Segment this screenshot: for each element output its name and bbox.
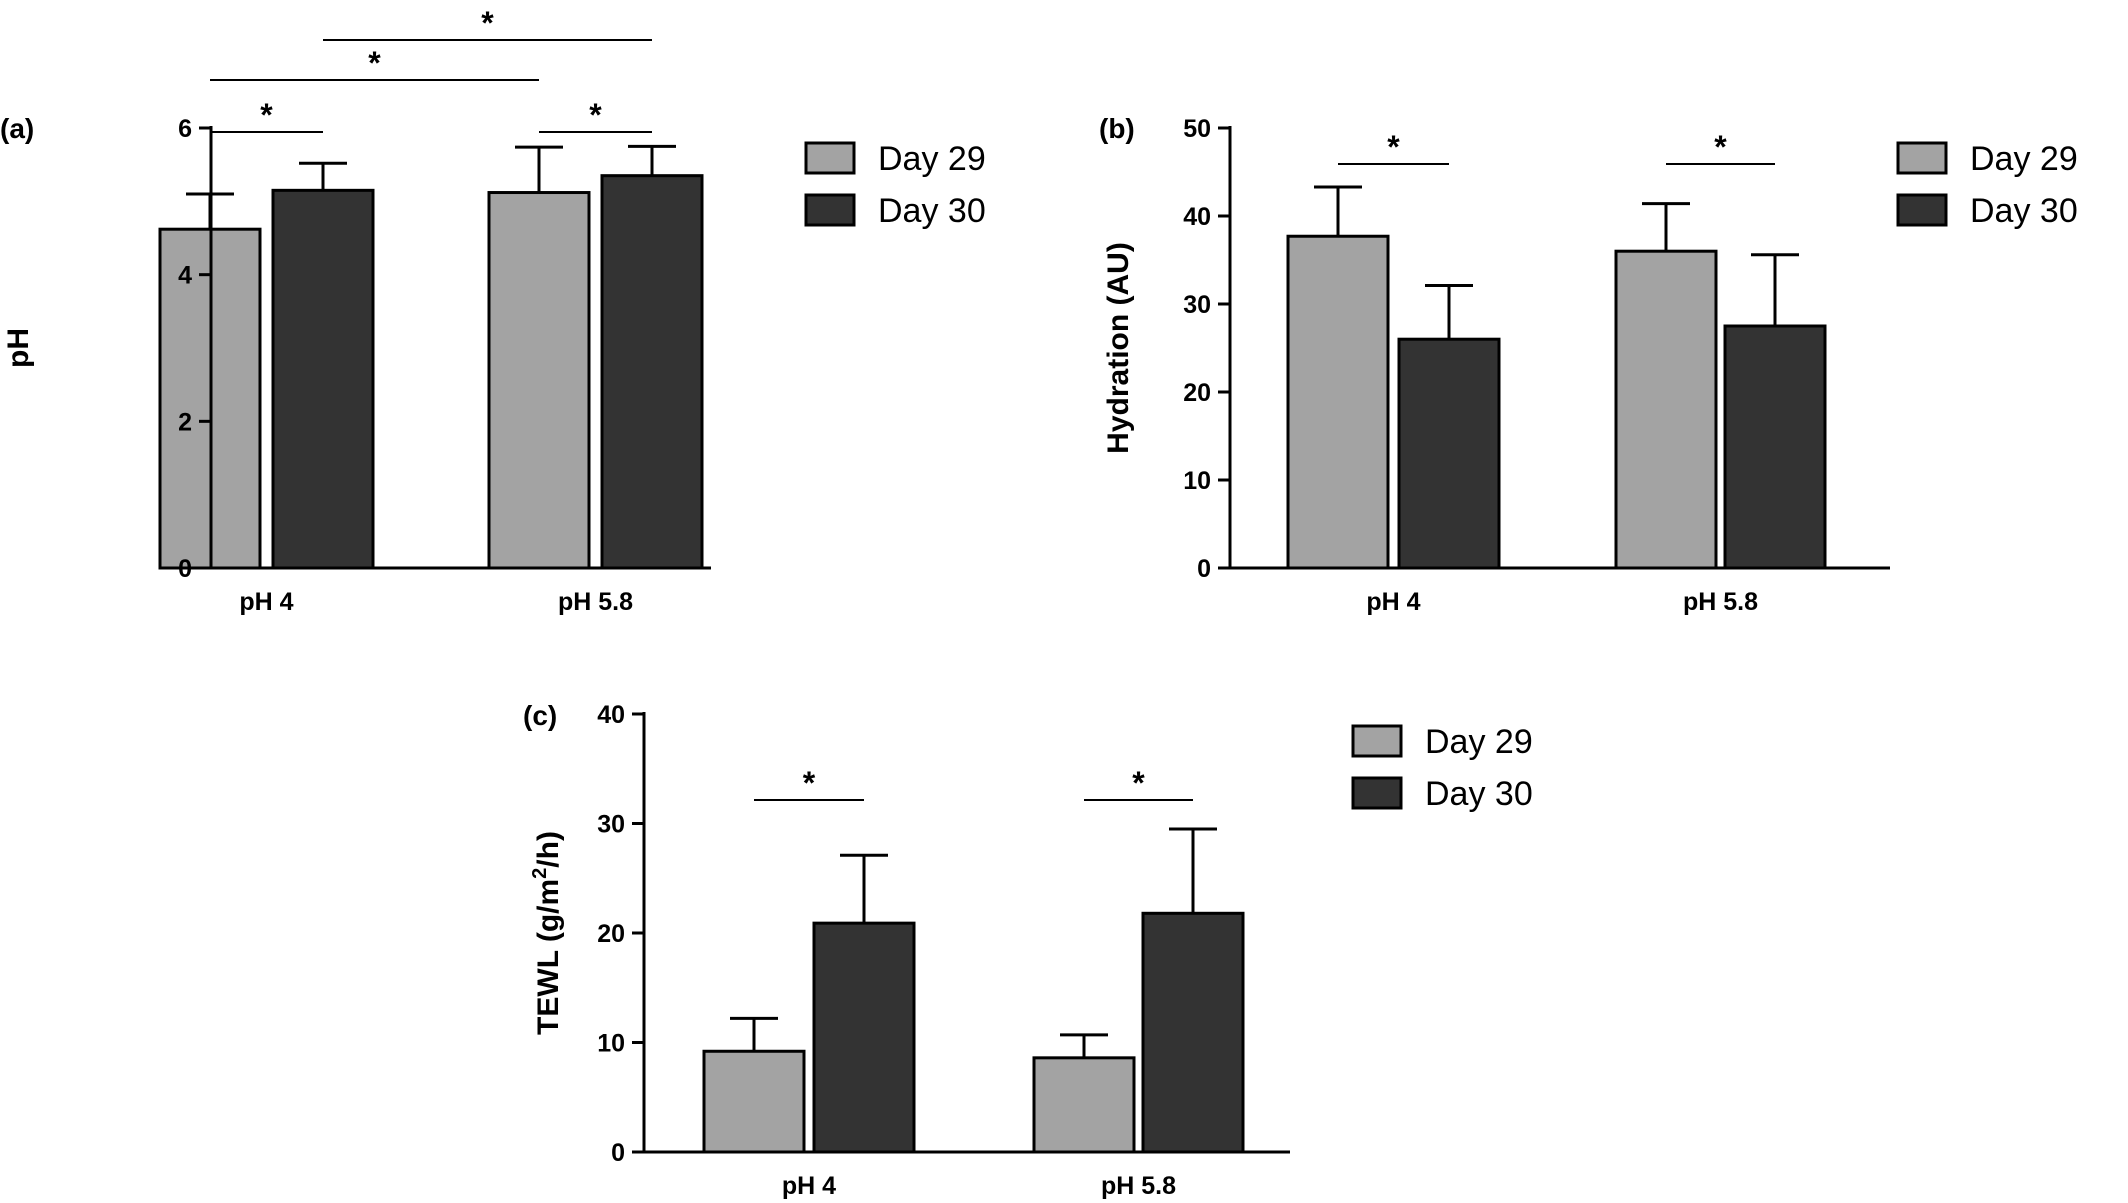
- x-category-label: pH 5.8: [558, 588, 633, 616]
- legend-swatch: [1351, 724, 1403, 758]
- y-tick-label: 4: [178, 262, 192, 290]
- legend-label: Day 29: [1970, 140, 2078, 178]
- bar-day-30-0: [1397, 337, 1501, 570]
- y-tick-label: 10: [1183, 467, 1211, 495]
- y-axis-label-superscript: 2: [529, 868, 551, 879]
- y-tick-label: 50: [1183, 115, 1211, 143]
- bar-day-29-0: [702, 1049, 806, 1154]
- x-category-label: pH 5.8: [1101, 1172, 1176, 1200]
- y-axis-label: TEWL (g/m2/h): [529, 831, 565, 1035]
- y-axis-label-part: TEWL (g/m: [532, 879, 565, 1035]
- x-category-label: pH 4: [1366, 588, 1420, 616]
- legend-swatch: [1351, 776, 1403, 810]
- x-category-label: pH 4: [239, 588, 293, 616]
- y-axis-label: Hydration (AU): [1102, 242, 1135, 454]
- significance-star: *: [1132, 765, 1145, 801]
- y-tick-label: 0: [1197, 555, 1211, 583]
- chart-panel-c: (c) TEWL (g/m2/h) 0 10 20 30 40 pH 4 pH 5.8 * * Day…: [523, 700, 1533, 1200]
- significance-star: *: [481, 5, 494, 41]
- y-tick-label: 2: [178, 408, 192, 436]
- legend-label: Day 30: [878, 192, 986, 230]
- chart-panel-b: (b) Hydration (AU) 0 10 20 30 40 50 pH 4 pH 5.8 * *…: [1099, 113, 2078, 616]
- significance-star: *: [1714, 129, 1727, 165]
- bar-day-30-0: [812, 921, 916, 1154]
- legend-label: Day 29: [878, 140, 986, 178]
- legend-swatch: [804, 193, 856, 227]
- bar-day-30-0: [271, 188, 375, 570]
- y-axis-label-part: /h): [532, 831, 565, 868]
- significance-star: *: [1387, 129, 1400, 165]
- legend-swatch: [1896, 141, 1948, 175]
- bar-day-30-1: [1141, 911, 1245, 1154]
- legend-label: Day 30: [1425, 775, 1533, 813]
- y-tick-label: 20: [1183, 379, 1211, 407]
- x-category-label: pH 5.8: [1683, 588, 1758, 616]
- significance-star: *: [589, 97, 602, 133]
- bar-day-29-1: [1614, 249, 1718, 570]
- y-tick-label: 20: [597, 920, 625, 948]
- legend-swatch: [804, 141, 856, 175]
- chart-panel-a: (a) pH 0 2 4 6 pH 4 pH 5.8 * * * * Day 29 Day 30: [0, 5, 986, 616]
- bar-day-30-1: [600, 174, 704, 570]
- panel-label: (b): [1099, 113, 1135, 144]
- y-tick-label: 40: [597, 701, 625, 729]
- bar-day-29-1: [1032, 1056, 1136, 1154]
- significance-star: *: [803, 765, 816, 801]
- bar-day-29-0: [1286, 234, 1390, 570]
- legend-swatch: [1896, 193, 1948, 227]
- legend-label: Day 29: [1425, 723, 1533, 761]
- panel-label: (c): [523, 700, 557, 731]
- y-axis-label: pH: [2, 328, 35, 368]
- y-tick-label: 0: [611, 1139, 625, 1167]
- panel-label: (a): [0, 113, 34, 144]
- significance-star: *: [260, 97, 273, 133]
- y-tick-label: 30: [597, 811, 625, 839]
- x-category-label: pH 4: [782, 1172, 836, 1200]
- bar-day-29-1: [487, 191, 591, 570]
- y-tick-label: 40: [1183, 203, 1211, 231]
- y-tick-label: 0: [178, 555, 192, 583]
- y-tick-label: 10: [597, 1030, 625, 1058]
- y-tick-label: 30: [1183, 291, 1211, 319]
- legend-label: Day 30: [1970, 192, 2078, 230]
- significance-star: *: [368, 45, 381, 81]
- bar-day-30-1: [1723, 324, 1827, 570]
- y-tick-label: 6: [178, 115, 192, 143]
